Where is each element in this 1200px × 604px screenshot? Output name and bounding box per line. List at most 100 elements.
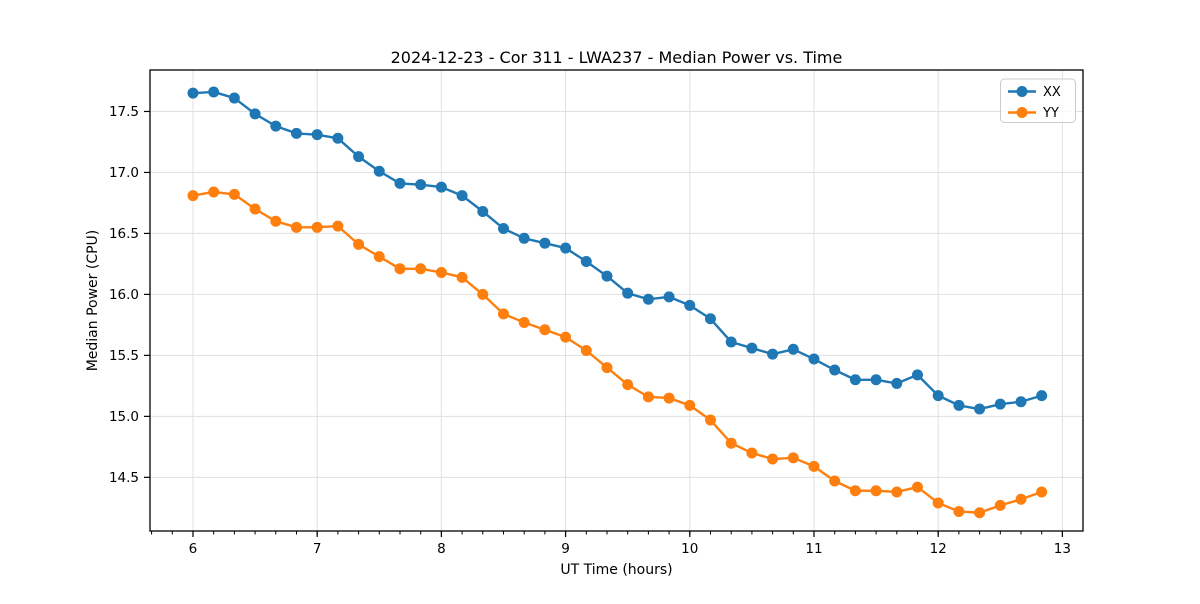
series-XX-point: [435, 181, 447, 193]
series-YY-point: [456, 271, 468, 283]
series-XX-point: [953, 399, 965, 411]
series-YY-point: [953, 505, 965, 517]
series-YY-point: [622, 379, 634, 391]
series-XX-point: [1036, 390, 1048, 402]
series-YY-point: [1015, 493, 1027, 505]
series-YY-point: [911, 481, 923, 493]
series-YY-point: [787, 452, 799, 464]
series-YY-point: [332, 220, 344, 232]
series-YY-point: [601, 362, 613, 374]
series-XX-point: [663, 291, 675, 303]
series-YY-point: [725, 437, 737, 449]
legend-XX-marker: [1016, 86, 1028, 97]
series-YY-point: [353, 238, 365, 250]
series-XX-point: [290, 127, 302, 139]
series-XX-point: [1015, 396, 1027, 408]
series-XX-point: [849, 374, 861, 386]
series-XX-point: [684, 299, 696, 311]
series-YY-point: [994, 499, 1006, 511]
x-tick-label: 12: [930, 541, 947, 557]
series-XX-point: [353, 151, 365, 163]
plot-border: [149, 69, 1084, 532]
series-XX-point: [580, 255, 592, 267]
series-XX-point: [932, 390, 944, 402]
x-tick-label: 8: [437, 541, 446, 557]
x-tick-label: 13: [1054, 541, 1071, 557]
series-XX-point: [560, 242, 572, 254]
series-YY-point: [311, 221, 323, 233]
series-YY-point: [394, 263, 406, 275]
series-XX-point: [187, 87, 199, 99]
series-YY-point: [663, 392, 675, 404]
series-XX-point: [746, 342, 758, 354]
series-YY-point: [497, 308, 509, 320]
series-XX-point: [994, 398, 1006, 410]
series-YY-line: [191, 190, 1043, 514]
series-XX-point: [311, 129, 323, 141]
series-XX-point: [249, 108, 261, 120]
series-XX-point: [601, 270, 613, 282]
series-XX-point: [767, 348, 779, 360]
series-YY-point: [684, 399, 696, 411]
series-YY-point: [704, 414, 716, 426]
x-tick-label: 9: [561, 541, 570, 557]
series-XX-line: [191, 90, 1043, 411]
series-YY-point: [249, 203, 261, 215]
series-XX-point: [642, 293, 654, 305]
series-XX-point: [332, 132, 344, 144]
series-XX-point: [787, 343, 799, 355]
series-YY-point: [870, 485, 882, 497]
y-tick-label: 15.5: [109, 348, 139, 364]
series-XX-point: [497, 223, 509, 235]
series-YY-point: [1036, 486, 1048, 498]
series-YY-point: [767, 453, 779, 465]
series-XX-point: [394, 177, 406, 189]
series-XX-point: [539, 237, 551, 249]
series-YY-point: [415, 263, 427, 275]
legend-XX-label: XX: [1043, 85, 1061, 100]
series-XX-point: [208, 86, 220, 98]
series-XX-point: [808, 353, 820, 365]
legend: XX YY: [1000, 78, 1076, 123]
legend-YY-label: YY: [1042, 106, 1059, 121]
series-XX-point: [870, 374, 882, 386]
series-YY-point: [932, 497, 944, 509]
series-YY-point: [808, 460, 820, 472]
series-YY-point: [187, 190, 199, 202]
y-axis-label: Median Power (CPU): [85, 230, 101, 372]
series-XX-point: [415, 179, 427, 191]
x-axis-label: UT Time (hours): [560, 562, 672, 578]
series-YY-point: [435, 266, 447, 278]
series-YY-point: [539, 324, 551, 336]
y-tick-label: 17.0: [109, 165, 139, 181]
x-tick-label: 7: [313, 541, 322, 557]
x-tick-label: 6: [189, 541, 198, 557]
series-YY-point: [208, 186, 220, 198]
series-YY-point: [849, 485, 861, 497]
series-YY-point: [373, 251, 385, 263]
x-tick-label: 11: [805, 541, 822, 557]
series-YY-point: [891, 486, 903, 498]
series-XX-point: [228, 92, 240, 104]
series-YY-point: [290, 221, 302, 233]
y-tick-label: 14.5: [109, 470, 139, 486]
series-YY-point: [974, 507, 986, 519]
series-YY-point: [228, 188, 240, 200]
series-XX-point: [373, 165, 385, 177]
series-XX-point: [456, 190, 468, 202]
series-YY-point: [270, 215, 282, 227]
y-tick-label: 16.0: [109, 287, 139, 303]
y-tick-label: 16.5: [109, 226, 139, 242]
series-YY-point: [518, 316, 530, 328]
chart-title: 2024-12-23 - Cor 311 - LWA237 - Median P…: [391, 48, 843, 67]
series-YY-point: [560, 331, 572, 343]
legend-box: [1000, 78, 1076, 123]
y-tick-label: 15.0: [109, 409, 139, 425]
series-XX-point: [270, 120, 282, 132]
series-XX-point: [725, 336, 737, 348]
series-XX-point: [477, 205, 489, 217]
y-tick-label: 17.5: [109, 104, 139, 120]
series-XX-point: [622, 287, 634, 299]
series-XX-point: [911, 369, 923, 381]
